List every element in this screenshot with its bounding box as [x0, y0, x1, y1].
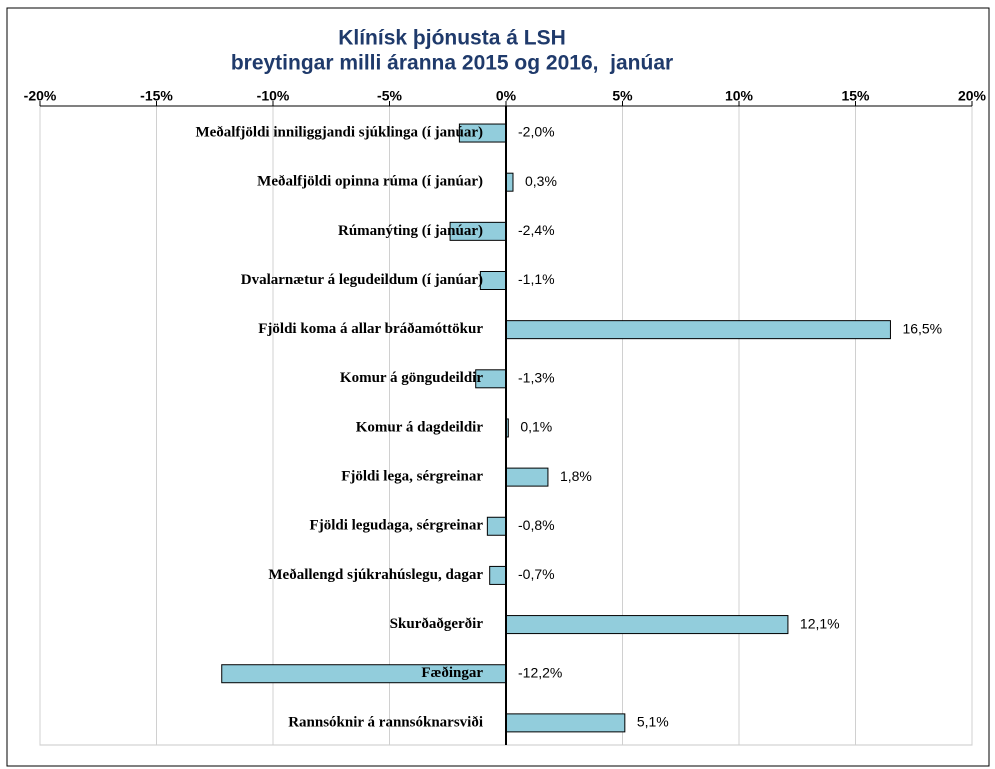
- x-tick-label: 15%: [841, 88, 870, 104]
- category-label: Komur á göngudeildir: [340, 370, 483, 386]
- category-label: Fjöldi legudaga, sérgreinar: [310, 518, 484, 534]
- category-label: Dvalarnætur á legudeildum (í janúar): [241, 272, 483, 288]
- x-tick-label: -5%: [377, 88, 402, 104]
- category-label: Fjöldi koma á allar bráðamóttökur: [258, 321, 483, 337]
- x-tick-label: 0%: [496, 88, 517, 104]
- bar: [489, 565, 507, 585]
- value-label: -2,0%: [518, 124, 555, 140]
- value-label: 0,3%: [525, 173, 557, 189]
- value-label: 0,1%: [520, 419, 552, 435]
- chart-subtitle: breytingar milli áranna 2015 og 2016, ja…: [231, 52, 673, 75]
- x-tick-label: -10%: [257, 88, 290, 104]
- value-label: -0,8%: [518, 517, 555, 533]
- category-label: Fæðingar: [421, 665, 483, 681]
- category-label: Meðallengd sjúkrahúslegu, dagar: [268, 567, 483, 583]
- x-tick-label: -20%: [24, 88, 57, 104]
- value-label: -0,7%: [518, 566, 555, 582]
- bar: [479, 270, 507, 290]
- value-label: 5,1%: [637, 714, 669, 730]
- chart-title: Klínísk þjónusta á LSH: [338, 27, 566, 50]
- category-label: Meðalfjöldi inniliggjandi sjúklinga (í j…: [195, 124, 483, 140]
- value-label: 12,1%: [800, 615, 840, 631]
- value-label: -1,1%: [518, 271, 555, 287]
- bar: [505, 172, 514, 192]
- value-label: -12,2%: [518, 664, 562, 680]
- x-tick-label: 10%: [725, 88, 754, 104]
- category-label: Skurðaðgerðir: [390, 616, 484, 632]
- category-label: Komur á dagdeildir: [356, 419, 484, 435]
- category-label: Fjöldi lega, sérgreinar: [341, 469, 483, 485]
- x-tick-label: 5%: [612, 88, 633, 104]
- category-label: Meðalfjöldi opinna rúma (í janúar): [257, 174, 483, 190]
- category-label: Rannsóknir á rannsóknarsviði: [288, 714, 483, 730]
- bar: [505, 320, 891, 340]
- value-label: -2,4%: [518, 222, 555, 238]
- value-label: 16,5%: [902, 320, 942, 336]
- value-label: -1,3%: [518, 370, 555, 386]
- x-tick-label: -15%: [140, 88, 173, 104]
- bar: [505, 615, 789, 635]
- bar: [505, 467, 549, 487]
- bar: [505, 713, 626, 733]
- value-label: 1,8%: [560, 468, 592, 484]
- category-label: Rúmanýting (í janúar): [338, 223, 483, 239]
- x-tick-label: 20%: [958, 88, 987, 104]
- bar: [486, 516, 507, 536]
